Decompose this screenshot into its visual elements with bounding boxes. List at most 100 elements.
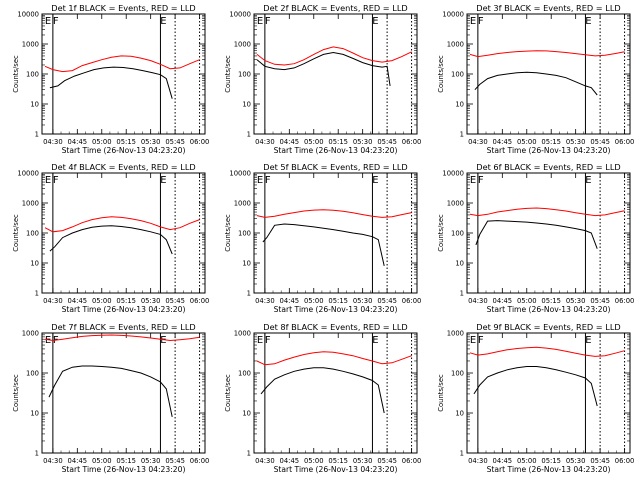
lld-series-line [44, 334, 200, 342]
interval-marker: E [45, 16, 51, 27]
x-tick-label: 06:00 [402, 297, 422, 305]
x-tick-label: 04:45 [493, 138, 513, 146]
lld-series-line [469, 346, 625, 357]
lld-series-line [469, 50, 625, 58]
chart-panel-2: Det 2f BLACK = Events, RED = LLD 1 10 100 10… [224, 3, 421, 155]
x-tick-label: 06:00 [190, 297, 210, 305]
lld-series-line [256, 351, 412, 366]
interval-marker: E [372, 335, 378, 346]
x-tick-label: 06:00 [190, 138, 210, 146]
chart-title: Det 9f BLACK = Events, RED = LLD [476, 322, 620, 332]
y-tick-label: 1 [460, 131, 464, 139]
y-tick-label: 1 [247, 131, 251, 139]
x-tick-label: 05:45 [590, 457, 610, 465]
x-tick-label: 05:00 [517, 297, 537, 305]
y-tick-label: 10 [455, 101, 464, 109]
y-tick-label: 1 [35, 290, 39, 298]
x-axis-label: Start Time (26-Nov-13 04:23:20) [62, 305, 186, 314]
y-tick-label: 100 [451, 71, 464, 79]
x-tick-label: 05:45 [377, 138, 397, 146]
x-axis-label: Start Time (26-Nov-13 04:23:20) [62, 146, 186, 155]
x-tick-label: 04:30 [43, 297, 63, 305]
x-tick-label: 05:45 [377, 297, 397, 305]
chart-title: Det 2f BLACK = Events, RED = LLD [263, 3, 407, 13]
x-tick-label: 05:00 [517, 457, 537, 465]
interval-marker: E [585, 16, 591, 27]
x-tick-label: 05:45 [165, 457, 185, 465]
x-tick-label: 05:30 [353, 457, 373, 465]
y-tick-label: 1 [460, 290, 464, 298]
y-tick-label: 1000 [22, 330, 39, 338]
y-tick-label: 10000 [17, 170, 39, 178]
x-tick-label: 05:30 [141, 297, 161, 305]
x-tick-label: 05:00 [92, 138, 112, 146]
events-series-line [49, 66, 173, 99]
plot-frame [41, 332, 206, 454]
y-tick-label: 100 [451, 230, 464, 238]
chart-title: Det 4f BLACK = Events, RED = LLD [51, 162, 195, 172]
y-tick-label: 1000 [22, 200, 39, 208]
events-series-line [48, 365, 173, 418]
y-axis-label: Counts/sec [437, 214, 445, 252]
interval-marker: E [470, 16, 476, 27]
y-tick-label: 10 [242, 410, 251, 418]
y-axis-label: Counts/sec [224, 214, 232, 252]
y-tick-label: 1000 [447, 41, 464, 49]
x-tick-label: 05:45 [377, 457, 397, 465]
x-axis-label: Start Time (26-Nov-13 04:23:20) [274, 146, 398, 155]
plot-frame [41, 13, 206, 135]
x-tick-label: 04:30 [43, 457, 63, 465]
x-axis-label: Start Time (26-Nov-13 04:23:20) [274, 465, 398, 474]
x-tick-label: 05:45 [165, 297, 185, 305]
plot-frame [41, 172, 206, 294]
chart-panel-9: Det 9f BLACK = Events, RED = LLD 1 10 100 10… [437, 322, 634, 474]
interval-marker: F [53, 16, 59, 27]
x-tick-label: 04:45 [68, 297, 88, 305]
x-axis-label: Start Time (26-Nov-13 04:23:20) [274, 305, 398, 314]
chart-title: Det 3f BLACK = Events, RED = LLD [476, 3, 620, 13]
y-tick-label: 10000 [442, 170, 464, 178]
chart-title: Det 6f BLACK = Events, RED = LLD [476, 162, 620, 172]
x-tick-label: 06:00 [190, 457, 210, 465]
events-series-line [262, 223, 385, 267]
interval-marker: F [53, 175, 59, 186]
x-tick-label: 06:00 [402, 138, 422, 146]
events-series-line [475, 220, 598, 249]
interval-marker: F [265, 175, 271, 186]
chart-panel-1: Det 1f BLACK = Events, RED = LLD 1 10 100 10… [12, 3, 209, 155]
x-tick-label: 05:15 [116, 297, 136, 305]
y-tick-label: 100 [26, 71, 39, 79]
x-tick-label: 04:45 [280, 457, 300, 465]
y-tick-label: 1000 [22, 41, 39, 49]
y-axis-label: Counts/sec [437, 374, 445, 412]
x-tick-label: 05:45 [590, 138, 610, 146]
y-tick-label: 100 [238, 230, 251, 238]
plot-frame [253, 332, 418, 454]
chart-title: Det 8f BLACK = Events, RED = LLD [263, 322, 407, 332]
y-tick-label: 10 [30, 410, 39, 418]
interval-marker: F [265, 335, 271, 346]
y-tick-label: 100 [26, 370, 39, 378]
y-tick-label: 1000 [234, 330, 251, 338]
interval-marker: E [585, 175, 591, 186]
y-tick-label: 1000 [447, 200, 464, 208]
interval-marker: E [160, 175, 166, 186]
y-axis-label: Counts/sec [224, 55, 232, 93]
x-tick-label: 05:30 [353, 297, 373, 305]
y-axis-label: Counts/sec [12, 55, 20, 93]
interval-marker: E [372, 16, 378, 27]
x-tick-label: 06:00 [615, 297, 635, 305]
y-tick-label: 10 [242, 101, 251, 109]
y-tick-label: 1 [247, 290, 251, 298]
x-tick-label: 04:30 [468, 138, 488, 146]
y-tick-label: 1000 [447, 330, 464, 338]
events-series-line [474, 71, 598, 96]
plot-frame [253, 13, 418, 135]
plot-frame [466, 172, 631, 294]
y-tick-label: 1000 [234, 41, 251, 49]
x-tick-label: 05:00 [304, 138, 324, 146]
x-tick-label: 05:30 [141, 138, 161, 146]
y-axis-label: Counts/sec [12, 374, 20, 412]
interval-marker: E [257, 16, 263, 27]
